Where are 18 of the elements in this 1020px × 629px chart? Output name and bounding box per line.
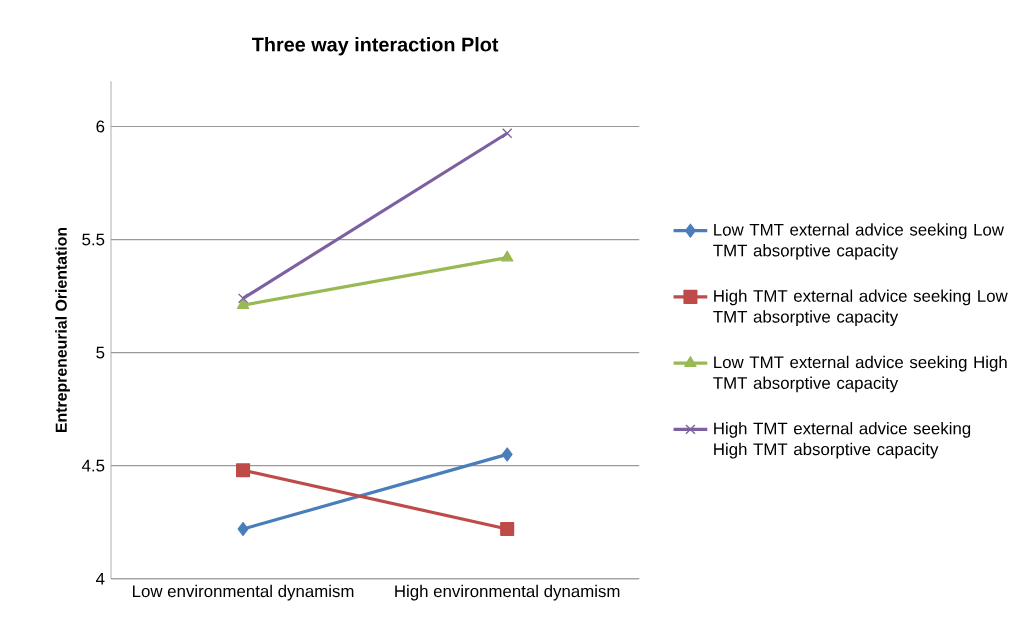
legend-label: Low TMT external advice seeking Low TMT absorptive capacity <box>713 223 1005 260</box>
point <box>500 521 515 536</box>
chart-title: Three way interaction Plot <box>251 36 499 56</box>
point <box>236 463 251 478</box>
legend-label: High TMT external advice seeking Low TMT absorptive capacity <box>713 289 1008 326</box>
x-tick-label: Low environmental dynamism <box>133 584 354 601</box>
point <box>501 447 513 462</box>
legend-label: Low TMT external advice seeking High TMT absorptive capacity <box>713 355 1007 393</box>
legend-label: High TMT external advice seeking High TMT absorptive capacity <box>714 421 971 459</box>
y-tick-label: 4.5 <box>81 459 105 472</box>
y-tick-label: 5 <box>96 346 105 359</box>
y-tick-label: 6 <box>96 120 105 133</box>
y-axis-title: Entrepreneurial Orientation <box>55 227 70 432</box>
point <box>502 127 513 139</box>
y-tick-label: 5.5 <box>82 233 105 246</box>
y-tick-label: 4 <box>96 572 105 585</box>
x-tick-label: High environmental dynamism <box>395 584 620 601</box>
point <box>237 521 249 536</box>
